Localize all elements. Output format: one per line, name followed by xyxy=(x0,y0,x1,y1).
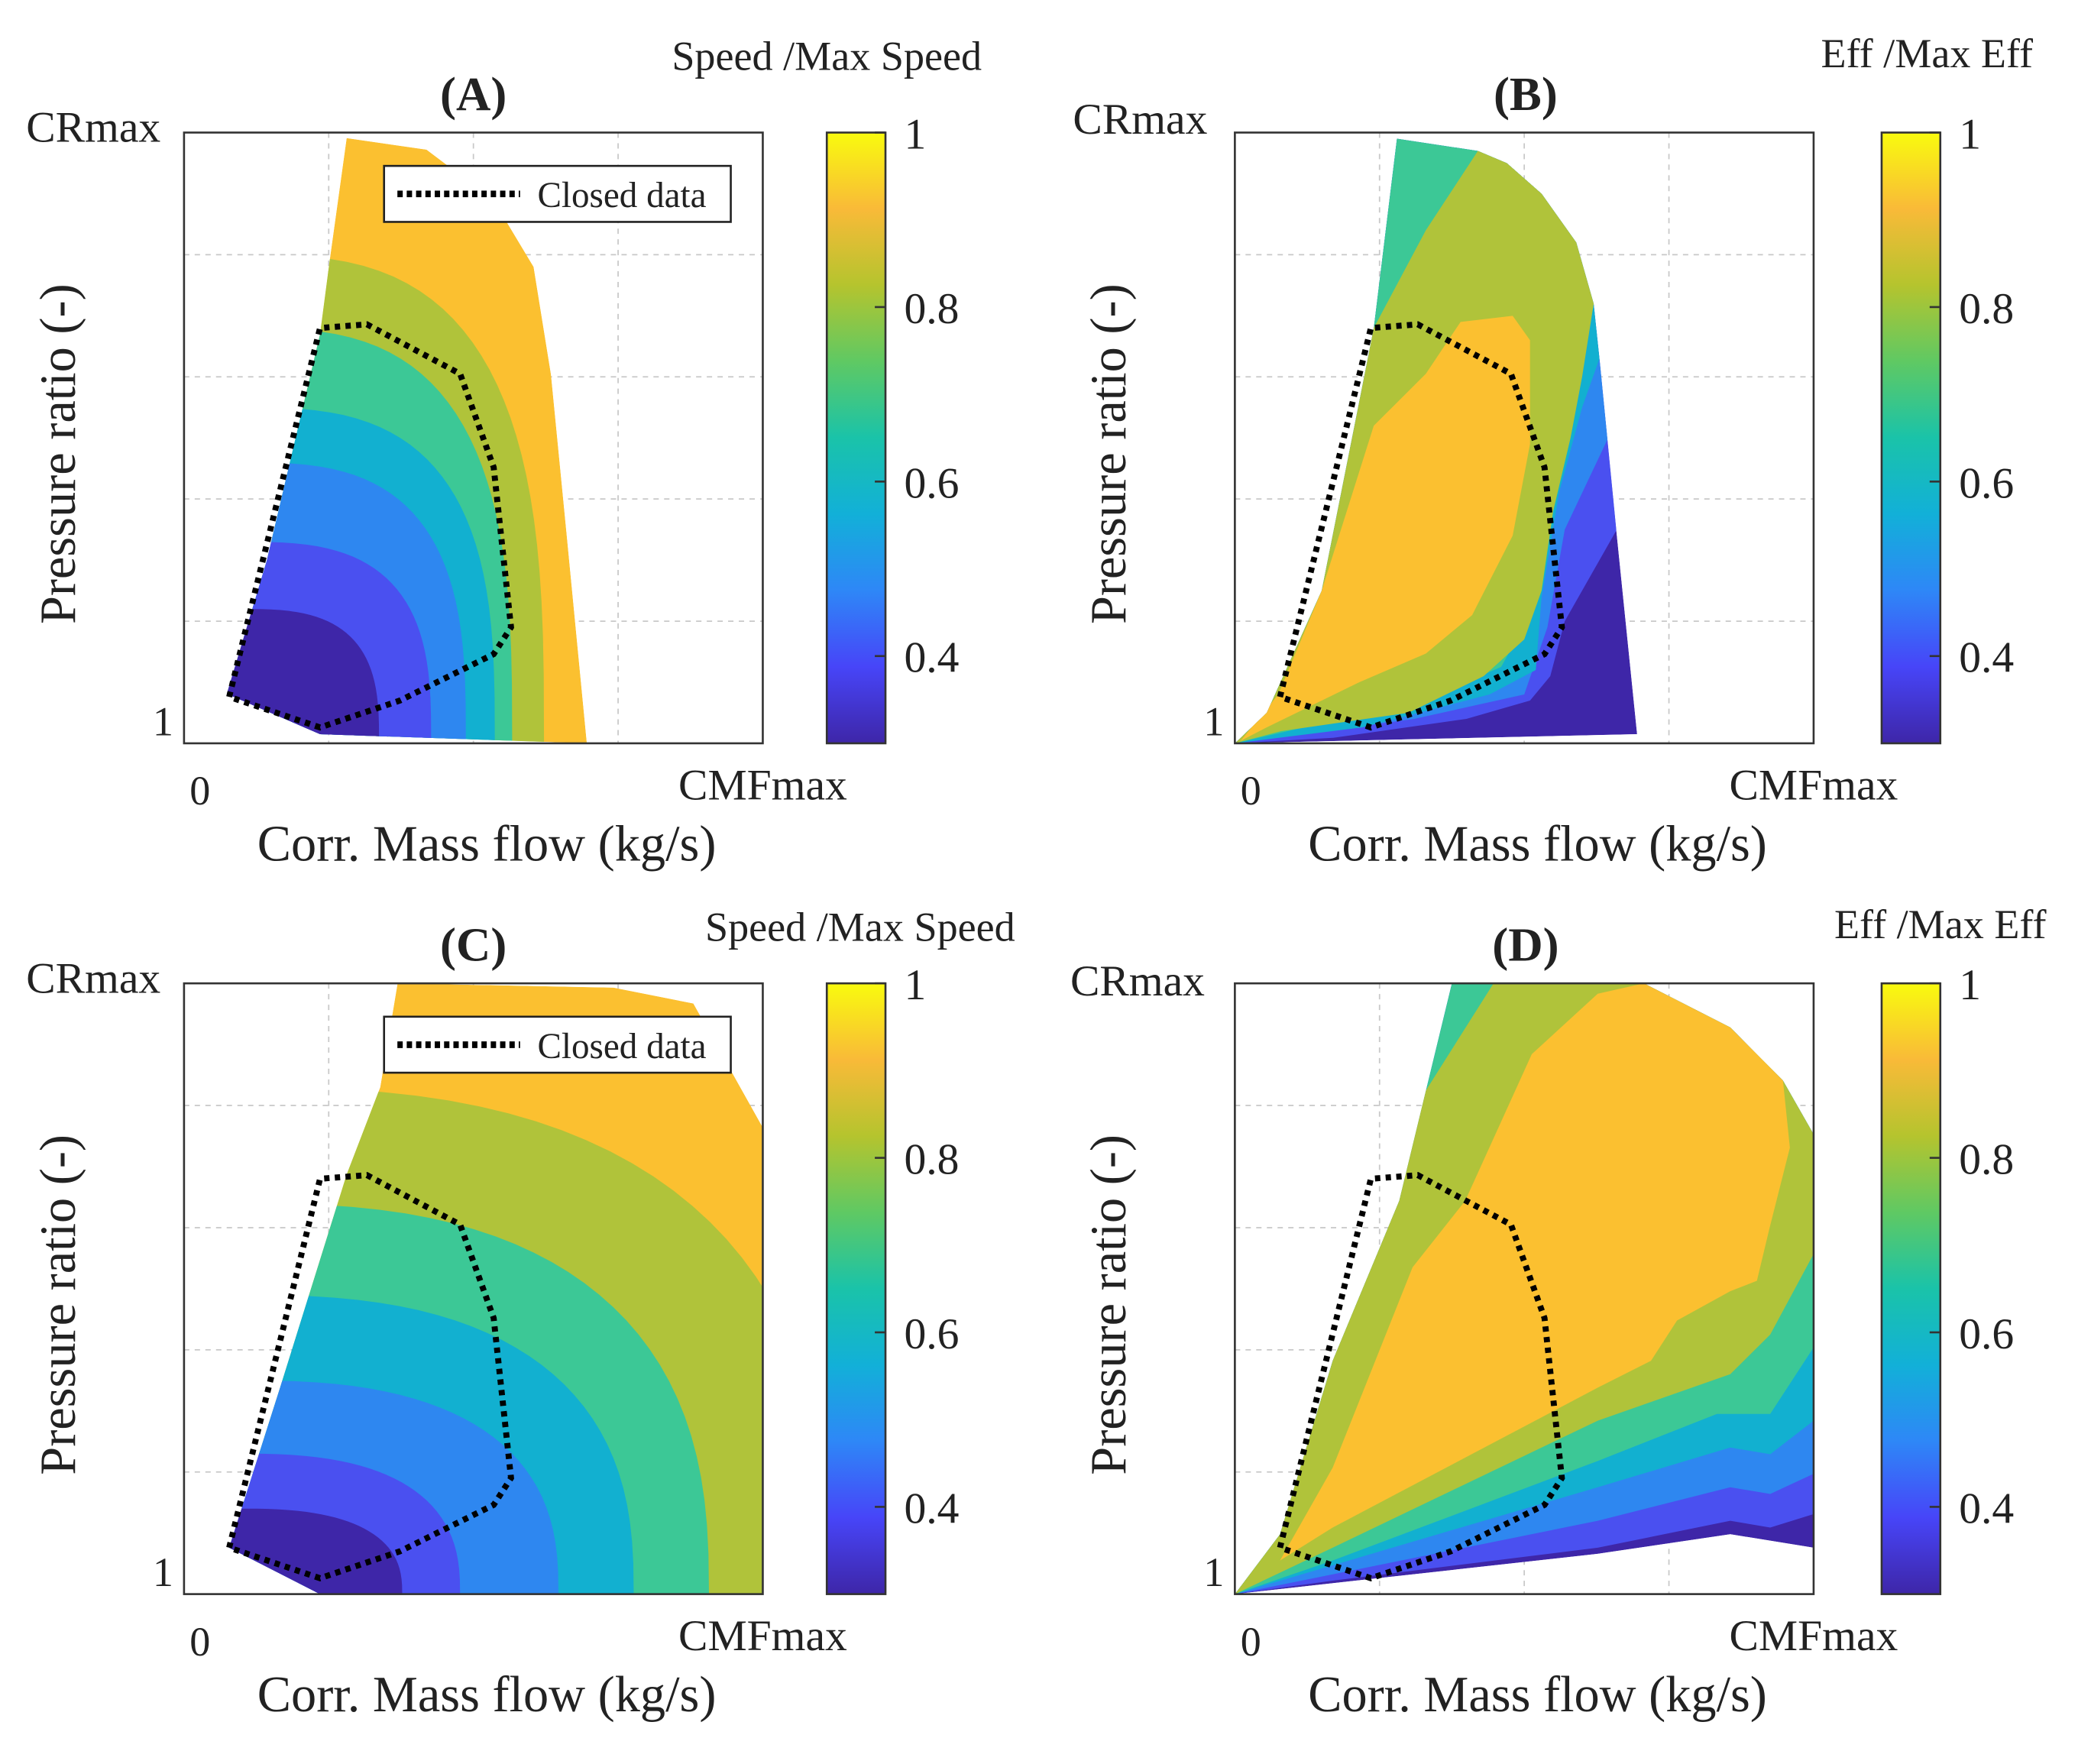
legend-label: Closed data xyxy=(537,176,706,215)
colorbar: 1 0.8 0.6 0.4 xyxy=(1880,110,2014,745)
colorbar-label: Speed /Max Speed xyxy=(672,33,982,79)
colorbar-tick-label: 1 xyxy=(1959,110,1981,158)
colorbar-tick-label: 1 xyxy=(904,961,926,1009)
closed-data-boundary xyxy=(225,321,514,731)
y-axis-label: Pressure ratio (-) xyxy=(1081,1134,1137,1475)
colorbar-tick-label: 0.4 xyxy=(904,634,959,682)
panel-title: (B) xyxy=(1494,67,1558,121)
colorbar-tick-label: 0.4 xyxy=(1959,1484,2014,1533)
x-tick-label-max: CMFmax xyxy=(1730,1612,1898,1660)
legend-box xyxy=(383,164,732,223)
colorbar-tick-label: 0.6 xyxy=(1959,459,2014,507)
contour-region-0.35 xyxy=(228,1508,403,1594)
legend-box xyxy=(383,1015,732,1074)
y-axis-label: Pressure ratio (-) xyxy=(31,283,86,624)
colorbar-tick-label: 0.8 xyxy=(1959,285,2014,333)
colorbar-label: Speed /Max Speed xyxy=(705,904,1015,950)
colorbar-gradient xyxy=(1880,131,1942,745)
y-tick-label-min: 1 xyxy=(153,698,173,744)
colorbar-label: Eff /Max Eff xyxy=(1821,31,2034,76)
colorbar-gradient xyxy=(1880,982,1942,1595)
colorbar-tick-label: 0.8 xyxy=(904,1136,959,1184)
axes-box xyxy=(1234,982,1815,1595)
colorbar-label: Eff /Max Eff xyxy=(1834,901,2047,947)
colorbar-gradient xyxy=(825,131,887,745)
colorbar-tick-label: 0.8 xyxy=(1959,1136,2014,1184)
y-axis-label: Pressure ratio (-) xyxy=(31,1134,86,1475)
x-axis-label: Corr. Mass flow (kg/s) xyxy=(257,1667,717,1723)
legend: Closed data xyxy=(383,1015,732,1074)
panel-title: (D) xyxy=(1492,918,1559,971)
colorbar-tick-label: 1 xyxy=(1959,961,1981,1009)
legend-label: Closed data xyxy=(537,1027,706,1066)
y-axis-label: Pressure ratio (-) xyxy=(1081,283,1137,624)
colorbar-tick-label: 0.6 xyxy=(904,459,959,507)
colorbar: 1 0.8 0.6 0.4 xyxy=(825,110,959,745)
axes-box xyxy=(183,982,764,1595)
x-tick-label-min: 0 xyxy=(1241,768,1261,814)
x-tick-label-min: 0 xyxy=(189,768,210,814)
x-tick-label-max: CMFmax xyxy=(678,1612,847,1660)
closed-data-boundary xyxy=(225,1172,514,1581)
legend: Closed data xyxy=(383,164,732,223)
y-tick-label-min: 1 xyxy=(1203,698,1224,744)
x-tick-label-min: 0 xyxy=(1241,1619,1261,1665)
x-axis-label: Corr. Mass flow (kg/s) xyxy=(1308,817,1767,872)
y-tick-label-max: CRmax xyxy=(26,954,160,1002)
contour-region-0.35 xyxy=(226,609,380,743)
contour-fills xyxy=(1235,138,1637,743)
x-axis-label: Corr. Mass flow (kg/s) xyxy=(1308,1667,1767,1723)
colorbar: 1 0.8 0.6 0.4 xyxy=(825,961,959,1595)
axes-box xyxy=(183,131,764,745)
colorbar: 1 0.8 0.6 0.4 xyxy=(1880,961,2014,1595)
colorbar-tick-label: 0.8 xyxy=(904,285,959,333)
contour-region-0.9 xyxy=(1240,316,1530,741)
colorbar-tick-label: 0.6 xyxy=(904,1310,959,1358)
contour-fills xyxy=(228,983,763,1594)
closed-data-boundary xyxy=(1276,1172,1565,1581)
colorbar-gradient xyxy=(825,982,887,1595)
x-tick-label-max: CMFmax xyxy=(1730,761,1898,809)
x-axis-label: Corr. Mass flow (kg/s) xyxy=(257,817,717,872)
y-tick-label-max: CRmax xyxy=(1070,957,1205,1005)
y-tick-label-max: CRmax xyxy=(26,104,160,152)
y-tick-label-min: 1 xyxy=(1203,1549,1224,1595)
colorbar-tick-label: 0.6 xyxy=(1959,1310,2014,1358)
contour-fills xyxy=(226,138,587,743)
colorbar-tick-label: 1 xyxy=(904,110,926,158)
contour-region-0.9 xyxy=(1280,983,1790,1561)
y-tick-label-max: CRmax xyxy=(1073,95,1207,144)
panel-title: (A) xyxy=(440,67,507,121)
axes-box xyxy=(1234,131,1815,745)
panel-title: (C) xyxy=(440,918,507,971)
y-tick-label-min: 1 xyxy=(153,1549,173,1595)
colorbar-tick-label: 0.4 xyxy=(1959,634,2014,682)
x-tick-label-max: CMFmax xyxy=(678,761,847,809)
contour-fills xyxy=(1235,983,1814,1594)
closed-data-boundary xyxy=(1276,321,1565,731)
colorbar-tick-label: 0.4 xyxy=(904,1484,959,1533)
x-tick-label-min: 0 xyxy=(189,1619,210,1665)
